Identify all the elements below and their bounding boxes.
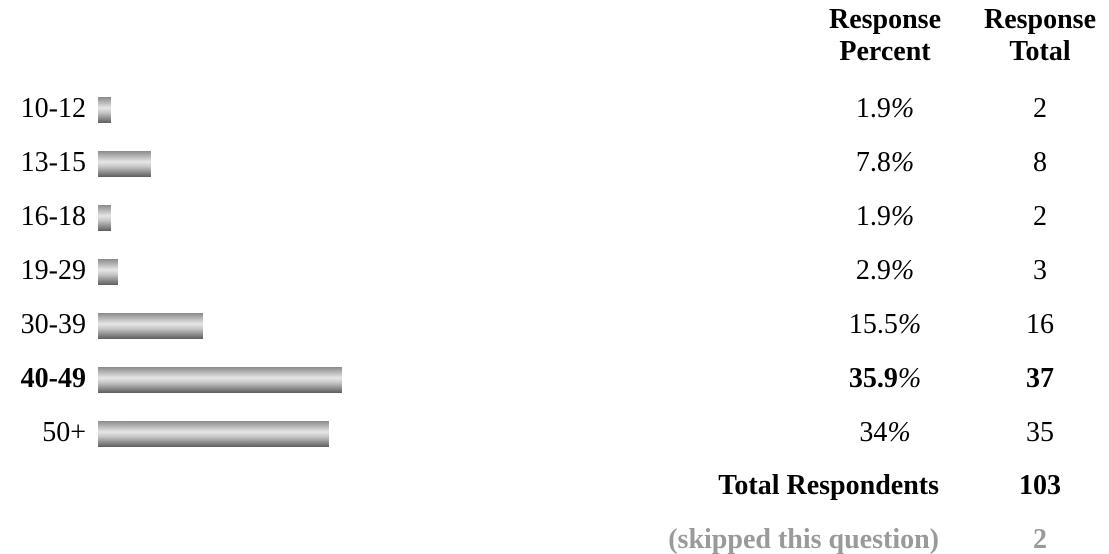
response-total-cell: 2	[1033, 93, 1047, 124]
percent-value: 2.9	[855, 255, 891, 286]
category-label: 16-18	[20, 201, 86, 232]
bar	[98, 421, 329, 447]
result-row: 13-15 7.8% 8	[0, 136, 1109, 190]
response-percent-cell: 35.9%	[810, 352, 960, 406]
response-percent-cell: 2.9%	[810, 244, 960, 298]
response-percent-cell: 1.9%	[810, 82, 960, 136]
percent-sign: %	[887, 417, 911, 448]
response-total-cell: 2	[1033, 201, 1047, 232]
response-total-header-line1: Response	[983, 4, 1096, 35]
percent-sign: %	[897, 363, 922, 394]
response-percent-header: Response Percent	[810, 4, 960, 68]
percent-value: 35.9	[848, 363, 898, 394]
percent-sign: %	[890, 147, 915, 178]
percent-sign: %	[890, 201, 915, 232]
total-respondents-value: 103	[1019, 470, 1061, 501]
percent-value: 1.9	[855, 201, 891, 232]
category-label: 30-39	[20, 309, 86, 340]
skipped-question-label: (skipped this question)	[668, 524, 939, 554]
percent-sign: %	[897, 309, 922, 340]
response-percent-cell: 7.8%	[810, 136, 960, 190]
total-respondents-label: Total Respondents	[718, 470, 939, 501]
response-percent-cell: 34%	[810, 406, 960, 460]
result-row: 40-49 35.9% 37	[0, 352, 1109, 406]
result-row: 19-29 2.9% 3	[0, 244, 1109, 298]
response-percent-header-line2: Percent	[839, 36, 931, 67]
skipped-question-value: 2	[1033, 524, 1047, 554]
response-total-cell: 8	[1033, 147, 1047, 178]
result-row: 10-12 1.9% 2	[0, 82, 1109, 136]
response-percent-header-line1: Response	[828, 4, 941, 35]
response-percent-cell: 1.9%	[810, 190, 960, 244]
result-row: 16-18 1.9% 2	[0, 190, 1109, 244]
category-label: 13-15	[20, 147, 86, 178]
response-total-header-line2: Total	[1009, 36, 1071, 67]
bar	[98, 259, 118, 285]
percent-value: 15.5	[848, 309, 898, 340]
percent-value: 7.8	[855, 147, 891, 178]
bar	[98, 151, 151, 177]
response-percent-cell: 15.5%	[810, 298, 960, 352]
category-label: 19-29	[20, 255, 86, 286]
category-label: 50+	[42, 417, 86, 448]
category-label: 10-12	[20, 93, 86, 124]
response-total-cell: 3	[1033, 255, 1047, 286]
bar	[98, 205, 111, 231]
skipped-question-row: (skipped this question) 2	[0, 513, 1109, 554]
total-respondents-row: Total Respondents 103	[0, 459, 1109, 513]
percent-sign: %	[890, 93, 915, 124]
bar	[98, 97, 111, 123]
percent-value: 1.9	[855, 93, 891, 124]
response-total-cell: 37	[1026, 363, 1054, 394]
bar	[98, 367, 342, 393]
response-total-cell: 35	[1026, 417, 1054, 448]
percent-sign: %	[890, 255, 915, 286]
result-row: 50+ 34% 35	[0, 406, 1109, 460]
percent-value: 34	[859, 417, 888, 448]
category-label: 40-49	[20, 363, 86, 394]
response-total-cell: 16	[1026, 309, 1054, 340]
response-total-header: Response Total	[970, 4, 1109, 68]
result-row: 30-39 15.5% 16	[0, 298, 1109, 352]
bar	[98, 313, 203, 339]
